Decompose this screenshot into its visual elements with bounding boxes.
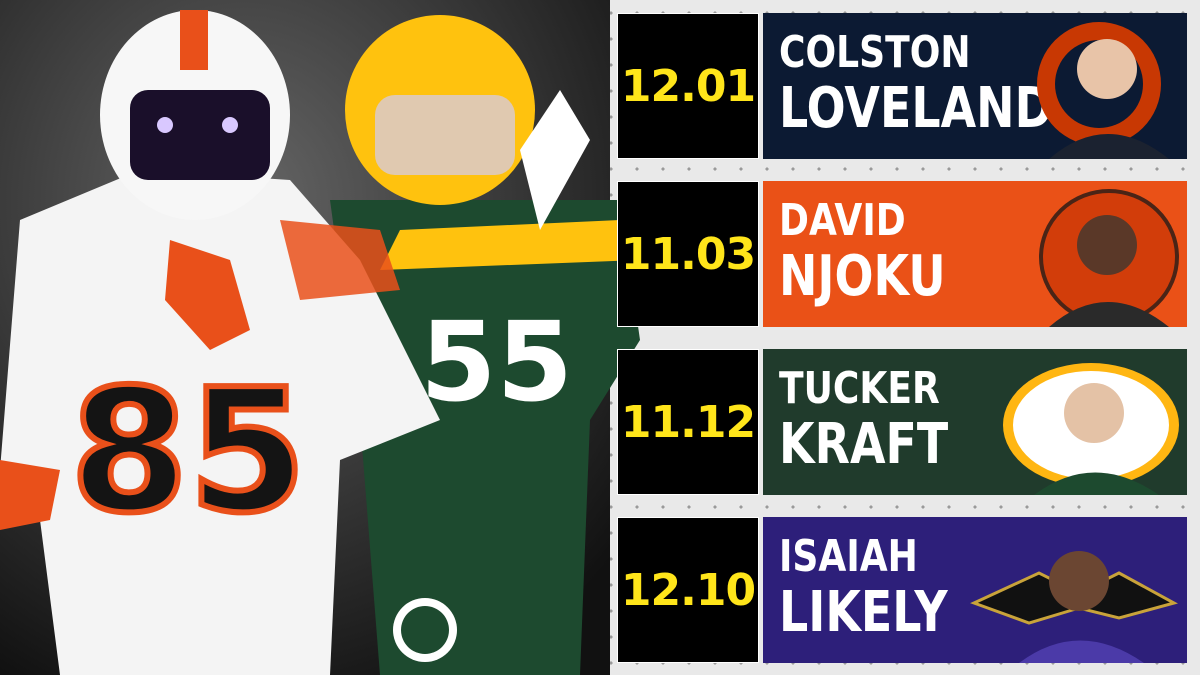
pick-row: 12.10 ISAIAH LIKELY [617,517,1187,663]
pick-number: 11.12 [617,349,759,495]
player-panel: COLSTON LOVELAND [763,13,1187,159]
team-headshot [1037,22,1169,159]
team-headshot [970,551,1178,663]
last-name: KRAFT [779,412,949,477]
last-name: LIKELY [779,580,948,645]
first-name: TUCKER [779,363,940,414]
player-name: TUCKER KRAFT [779,367,948,473]
svg-text:85: 85 [70,353,307,551]
first-name: DAVID [779,195,906,246]
last-name: LOVELAND [779,76,1053,141]
player-panel: DAVID NJOKU [763,181,1187,327]
first-name: ISAIAH [779,531,918,582]
team-headshot [1039,189,1179,327]
last-name: NJOKU [779,244,946,309]
pick-number: 12.01 [617,13,759,159]
pick-number: 12.10 [617,517,759,663]
player-name: ISAIAH LIKELY [779,535,948,641]
player-name: DAVID NJOKU [779,199,946,305]
player-panel: TUCKER KRAFT [763,349,1187,495]
player-name: COLSTON LOVELAND [779,31,1053,137]
player-panel: ISAIAH LIKELY [763,517,1187,663]
first-name: COLSTON [779,27,971,78]
svg-text:55: 55 [420,298,573,426]
pick-number: 11.03 [617,181,759,327]
team-headshot [1003,363,1179,495]
player-artwork: 55 85 [0,0,640,675]
pick-row: 11.03 DAVID NJOKU [617,181,1187,327]
pick-row: 11.12 TUCKER KRAFT [617,349,1187,495]
pick-row: 12.01 COLSTON LOVELAND [617,13,1187,159]
